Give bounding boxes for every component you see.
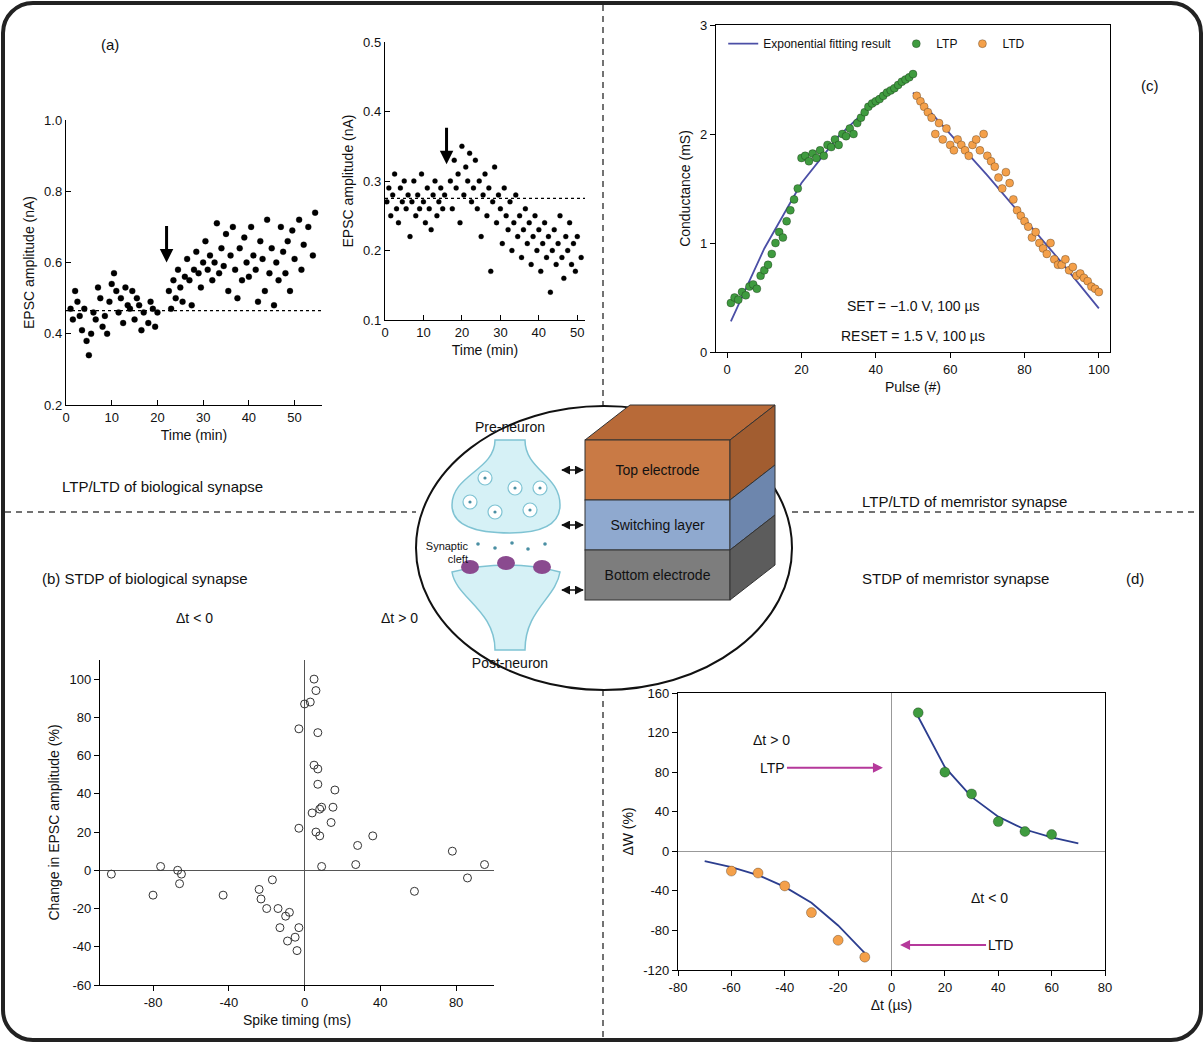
svg-text:-40: -40: [219, 995, 238, 1010]
svg-text:20: 20: [455, 325, 469, 340]
svg-text:0.5: 0.5: [363, 35, 381, 50]
svg-text:(c): (c): [1141, 77, 1159, 94]
svg-text:60: 60: [1044, 980, 1058, 995]
svg-text:LTD: LTD: [988, 937, 1013, 953]
svg-text:LTP/LTD of biological synapse: LTP/LTD of biological synapse: [62, 478, 263, 495]
svg-text:40: 40: [991, 980, 1005, 995]
svg-text:30: 30: [493, 325, 507, 340]
svg-text:1: 1: [700, 236, 707, 251]
svg-text:0.2: 0.2: [363, 243, 381, 258]
svg-text:10: 10: [416, 325, 430, 340]
svg-text:80: 80: [449, 995, 463, 1010]
svg-text:0.4: 0.4: [363, 104, 381, 119]
svg-text:40: 40: [655, 804, 669, 819]
svg-text:40: 40: [77, 786, 91, 801]
svg-text:0: 0: [84, 863, 91, 878]
svg-text:-40: -40: [775, 980, 794, 995]
svg-text:-80: -80: [669, 980, 688, 995]
svg-text:0: 0: [724, 362, 731, 377]
svg-text:-120: -120: [643, 963, 669, 978]
svg-text:(b) STDP of biological synapse: (b) STDP of biological synapse: [42, 570, 248, 587]
svg-text:0: 0: [301, 995, 308, 1010]
svg-text:Δt > 0: Δt > 0: [381, 610, 418, 626]
svg-text:120: 120: [647, 725, 669, 740]
svg-text:40: 40: [373, 995, 387, 1010]
svg-text:Time (min): Time (min): [161, 427, 227, 443]
svg-text:LTP: LTP: [760, 760, 785, 776]
svg-text:-80: -80: [650, 923, 669, 938]
svg-text:40: 40: [532, 325, 546, 340]
svg-text:(d): (d): [1126, 570, 1144, 587]
svg-text:0.2: 0.2: [44, 398, 62, 413]
svg-text:0: 0: [381, 325, 388, 340]
svg-text:20: 20: [794, 362, 808, 377]
svg-text:-80: -80: [144, 995, 163, 1010]
svg-text:Spike timing (ms): Spike timing (ms): [243, 1012, 351, 1028]
svg-text:STDP of memristor synapse: STDP of memristor synapse: [862, 570, 1049, 587]
svg-text:Δt (µs): Δt (µs): [871, 997, 913, 1013]
svg-text:0.3: 0.3: [363, 174, 381, 189]
svg-text:-20: -20: [72, 901, 91, 916]
svg-text:Time (min): Time (min): [452, 342, 518, 358]
svg-text:2: 2: [700, 127, 707, 142]
svg-text:Exponential fitting result: Exponential fitting result: [763, 37, 891, 51]
svg-text:0.1: 0.1: [363, 313, 381, 328]
svg-text:Top electrode: Top electrode: [615, 462, 699, 478]
svg-text:Bottom electrode: Bottom electrode: [605, 567, 711, 583]
svg-text:80: 80: [1017, 362, 1031, 377]
svg-text:Switching layer: Switching layer: [610, 517, 704, 533]
svg-text:Pulse (#): Pulse (#): [885, 379, 941, 395]
svg-text:40: 40: [242, 410, 256, 425]
svg-text:30: 30: [196, 410, 210, 425]
svg-text:0: 0: [888, 980, 895, 995]
svg-text:Synaptic: Synaptic: [426, 540, 469, 552]
svg-text:100: 100: [1088, 362, 1110, 377]
svg-text:-60: -60: [722, 980, 741, 995]
svg-text:80: 80: [1098, 980, 1112, 995]
svg-text:10: 10: [104, 410, 118, 425]
svg-text:40: 40: [869, 362, 883, 377]
svg-text:1.0: 1.0: [44, 113, 62, 128]
svg-text:20: 20: [938, 980, 952, 995]
svg-text:0.8: 0.8: [44, 184, 62, 199]
svg-text:80: 80: [655, 765, 669, 780]
svg-text:100: 100: [69, 672, 91, 687]
svg-text:cleft: cleft: [448, 553, 468, 565]
svg-text:ΔW (%): ΔW (%): [620, 807, 636, 855]
svg-text:160: 160: [647, 686, 669, 701]
svg-text:50: 50: [287, 410, 301, 425]
svg-text:LTP/LTD of memristor synapse: LTP/LTD of memristor synapse: [862, 493, 1067, 510]
svg-text:EPSC amplitude (nA): EPSC amplitude (nA): [340, 114, 356, 247]
svg-text:Δt < 0: Δt < 0: [971, 890, 1008, 906]
svg-text:RESET = 1.5 V, 100 µs: RESET = 1.5 V, 100 µs: [841, 328, 985, 344]
svg-text:-40: -40: [72, 939, 91, 954]
svg-text:80: 80: [77, 710, 91, 725]
svg-text:LTD: LTD: [1002, 37, 1024, 51]
svg-text:Post-neuron: Post-neuron: [472, 655, 548, 671]
svg-text:(a): (a): [101, 36, 119, 53]
svg-text:Δt > 0: Δt > 0: [753, 732, 790, 748]
svg-text:Change in EPSC amplitude (%): Change in EPSC amplitude (%): [46, 724, 62, 920]
svg-text:Conductance (mS): Conductance (mS): [677, 130, 693, 247]
svg-text:-40: -40: [650, 883, 669, 898]
svg-text:50: 50: [570, 325, 584, 340]
svg-text:SET = −1.0 V, 100 µs: SET = −1.0 V, 100 µs: [847, 298, 980, 314]
svg-text:LTP: LTP: [936, 37, 957, 51]
svg-text:20: 20: [150, 410, 164, 425]
svg-text:-60: -60: [72, 978, 91, 993]
svg-text:Δt < 0: Δt < 0: [176, 610, 213, 626]
svg-text:20: 20: [77, 825, 91, 840]
svg-text:0.4: 0.4: [44, 326, 62, 341]
svg-text:0: 0: [700, 345, 707, 360]
svg-text:0.6: 0.6: [44, 255, 62, 270]
svg-text:0: 0: [62, 410, 69, 425]
svg-text:EPSC amplitude (nA): EPSC amplitude (nA): [21, 196, 37, 329]
svg-text:Pre-neuron: Pre-neuron: [475, 419, 545, 435]
svg-text:3: 3: [700, 18, 707, 33]
svg-text:60: 60: [943, 362, 957, 377]
svg-text:60: 60: [77, 748, 91, 763]
svg-text:-20: -20: [829, 980, 848, 995]
svg-text:0: 0: [662, 844, 669, 859]
